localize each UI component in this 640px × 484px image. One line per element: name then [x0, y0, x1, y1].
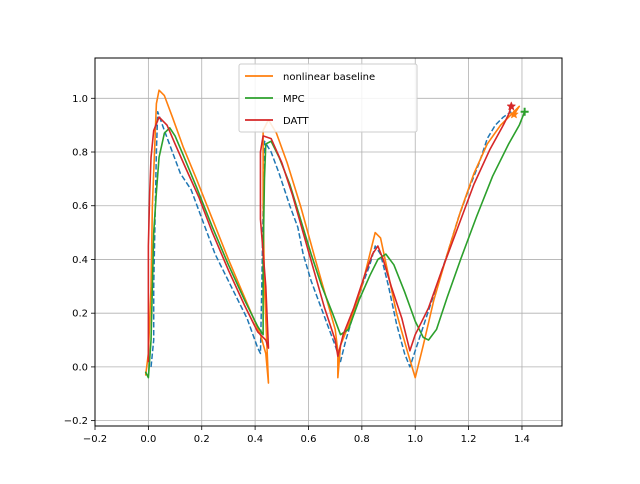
- y-tick-label: 0.8: [72, 148, 88, 159]
- axes: −0.2 0.0 0.2 0.4 0.6 0.8 1.0 1.2 1.4 −0.2 0.0 0.2 0.…: [64, 57, 563, 445]
- x-tick-label: 0.0: [140, 434, 156, 445]
- x-tick-label: 1.0: [407, 434, 423, 445]
- x-tick-label: −0.2: [83, 434, 107, 445]
- x-tick-label: 1.2: [461, 434, 477, 445]
- datt-line: [147, 105, 513, 363]
- y-tick-label: 0.2: [72, 309, 88, 320]
- legend-label-datt: DATT: [283, 116, 310, 127]
- x-tick-label: 1.4: [514, 434, 530, 445]
- y-tick-label: 0.0: [72, 362, 88, 373]
- x-tick-label: 0.6: [301, 434, 317, 445]
- datt-end-marker: [506, 101, 517, 111]
- legend-label-mpc: MPC: [283, 94, 305, 105]
- y-tick-label: 0.4: [72, 255, 88, 266]
- series-group: [144, 89, 529, 384]
- x-tick-label: 0.4: [247, 434, 263, 445]
- nonlinear-baseline-line: [144, 89, 521, 384]
- nonlinear-baseline-end-marker: [509, 109, 519, 119]
- legend-box: [238, 63, 418, 133]
- x-tick-label: 0.8: [354, 434, 370, 445]
- x-tick-label: 0.2: [194, 434, 210, 445]
- y-tick-label: 1.0: [72, 94, 88, 105]
- mpc-end-marker: [520, 107, 529, 116]
- plot-frame: [94, 57, 563, 427]
- reference-trajectory-line: [150, 110, 512, 368]
- y-tick-label: −0.2: [64, 416, 88, 427]
- y-tick-label: 0.6: [72, 201, 88, 212]
- legend-label-nonlinear-baseline: nonlinear baseline: [283, 72, 375, 83]
- legend: nonlinear baseline MPC DATT: [238, 63, 418, 133]
